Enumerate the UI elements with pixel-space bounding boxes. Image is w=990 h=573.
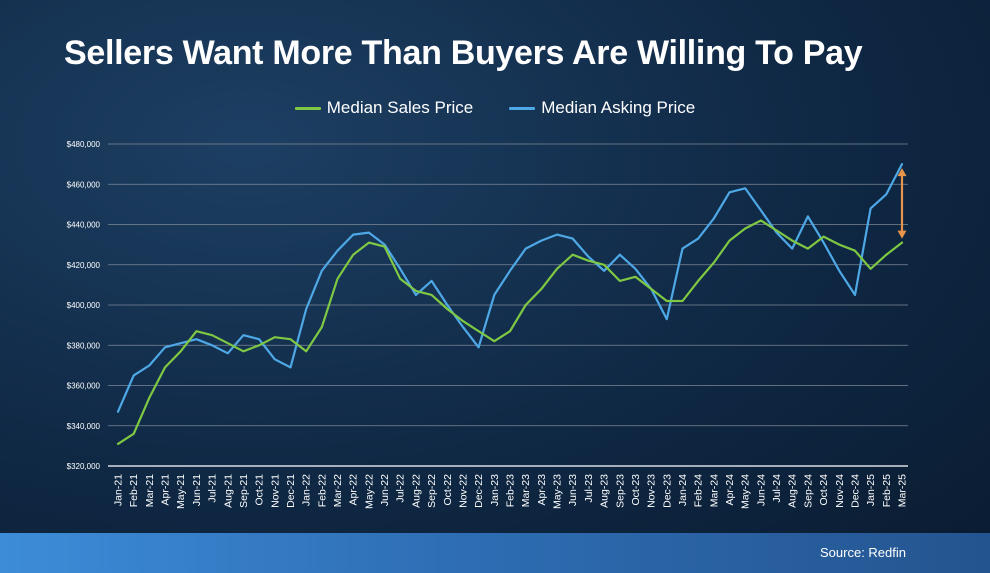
x-tick-label: Jul-21 [207,474,219,503]
x-tick-label: Mar-25 [897,474,909,507]
x-tick-label: Dec-21 [285,474,297,508]
legend-swatch-asking [509,106,536,110]
x-tick-label: Dec-23 [661,474,673,508]
x-tick-label: Jan-25 [865,474,877,506]
y-tick-label: $480,000 [67,140,101,149]
x-tick-label: Jul-24 [771,474,783,503]
x-tick-label: Sep-24 [802,474,814,508]
x-tick-label: Jan-24 [677,474,689,506]
x-tick-label: Oct-21 [254,474,266,506]
x-tick-label: Apr-23 [536,474,548,506]
gap-arrow-head-bottom [897,230,907,239]
y-tick-label: $320,000 [67,462,101,471]
x-tick-label: Aug-23 [599,474,611,508]
page-title: Sellers Want More Than Buyers Are Willin… [64,34,863,72]
source-note: Source: Redfin [820,545,906,560]
series-line-sales [116,219,904,445]
chart-legend: Median Sales Price Median Asking Price [0,98,990,118]
x-tick-label: Oct-24 [818,474,830,506]
x-tick-label: Aug-21 [222,474,234,508]
y-tick-label: $440,000 [67,221,101,230]
legend-swatch-sales [294,106,321,110]
footer-bar: Source: Redfin [0,533,990,573]
x-tick-label: Feb-24 [693,474,705,507]
x-tick-label: Jun-21 [191,474,203,506]
x-tick-label: Nov-21 [269,474,281,508]
x-tick-label: Mar-21 [144,474,156,507]
x-tick-label: Apr-21 [160,474,172,506]
x-tick-label: Sep-23 [614,474,626,508]
legend-label-asking: Median Asking Price [541,98,696,117]
y-tick-label: $460,000 [67,180,101,189]
x-tick-label: Aug-24 [787,474,799,508]
series-line-asking [116,163,904,413]
x-tick-label: May-21 [175,474,187,509]
x-tick-label: Sep-21 [238,474,250,508]
x-tick-label: Jan-21 [113,474,125,506]
legend-item-asking: Median Asking Price [509,98,695,118]
x-tick-label: Feb-25 [881,474,893,507]
x-tick-label: May-23 [552,474,564,509]
x-tick-label: Mar-22 [332,474,344,507]
y-tick-label: $340,000 [67,422,101,431]
x-tick-label: Sep-22 [426,474,438,508]
x-tick-label: Dec-22 [473,474,485,508]
x-tick-label: Jun-22 [379,474,391,506]
x-tick-label: Jan-22 [301,474,313,506]
x-tick-label: Feb-21 [128,474,140,507]
x-tick-label: Dec-24 [849,474,861,508]
legend-label-sales: Median Sales Price [326,98,474,117]
y-tick-label: $360,000 [67,382,101,391]
x-tick-label: Mar-23 [520,474,532,507]
x-tick-label: May-22 [363,474,375,509]
x-tick-label: Apr-24 [724,474,736,506]
legend-item-sales: Median Sales Price [294,98,474,118]
x-tick-label: May-24 [740,474,752,509]
x-tick-label: Nov-24 [834,474,846,508]
x-tick-label: Feb-23 [505,474,517,507]
line-chart: $320,000 $340,000 $360,000 $380,000 $400,000… [67,140,909,509]
x-tick-label: Jun-23 [567,474,579,506]
x-tick-label: Jul-23 [583,474,595,503]
gap-arrow-head-top [897,168,907,177]
x-tick-label: Feb-22 [316,474,328,507]
x-tick-label: Nov-22 [457,474,469,508]
x-tick-label: Apr-22 [348,474,360,506]
x-tick-label: Jun-24 [755,474,767,506]
x-tick-label: Oct-23 [630,474,642,506]
y-tick-label: $420,000 [67,261,101,270]
x-tick-label: Nov-23 [646,474,658,508]
x-tick-label: Mar-24 [708,474,720,507]
y-tick-label: $380,000 [67,341,101,350]
x-tick-label: Oct-22 [442,474,454,506]
x-tick-label: Jul-22 [395,474,407,503]
y-tick-label: $400,000 [67,301,101,310]
x-tick-label: Jan-23 [489,474,501,506]
x-tick-label: Aug-22 [410,474,422,508]
